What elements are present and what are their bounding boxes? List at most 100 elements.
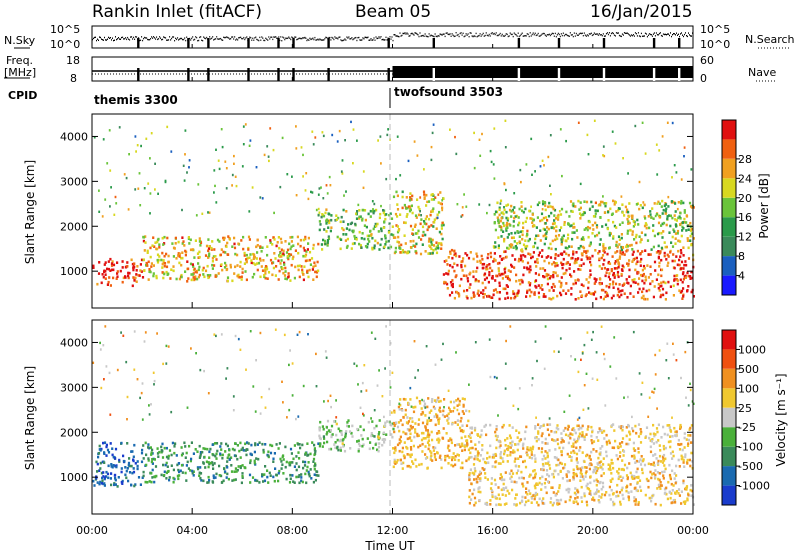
power-cell bbox=[580, 264, 583, 267]
power-cell bbox=[391, 225, 394, 228]
nsky-ytick-bottom: 10^0 bbox=[50, 38, 80, 51]
power-cell bbox=[610, 213, 614, 216]
nsky-point bbox=[455, 32, 457, 34]
velocity-cell bbox=[424, 453, 427, 456]
velocity-cell bbox=[499, 450, 503, 454]
power-cell bbox=[149, 270, 152, 274]
power-cell bbox=[674, 202, 677, 205]
power-cell bbox=[524, 239, 527, 242]
velocity-cell bbox=[674, 491, 677, 495]
nsky-point bbox=[178, 39, 180, 41]
velocity-cell bbox=[572, 445, 575, 448]
velocity-cell bbox=[585, 500, 588, 504]
nsky-point bbox=[348, 36, 350, 38]
power-cell bbox=[657, 273, 660, 277]
power-cell bbox=[621, 264, 624, 268]
velocity-cell bbox=[570, 456, 573, 459]
power-cell bbox=[236, 264, 239, 267]
velocity-cell bbox=[409, 432, 412, 436]
velocity-cell bbox=[429, 449, 432, 453]
velocity-cell bbox=[430, 400, 434, 404]
power-cell bbox=[311, 130, 314, 133]
power-cell bbox=[489, 296, 492, 299]
velocity-cell bbox=[165, 461, 168, 465]
velocity-cell bbox=[253, 450, 256, 454]
power-cell bbox=[547, 155, 550, 159]
power-cell bbox=[590, 292, 594, 296]
power-cell bbox=[109, 257, 112, 261]
power-cell bbox=[692, 295, 695, 298]
nsky-point bbox=[525, 35, 527, 37]
velocity-cell bbox=[297, 475, 300, 479]
power-cell bbox=[158, 243, 161, 246]
power-cell bbox=[560, 241, 563, 244]
power-cell bbox=[300, 146, 303, 149]
velocity-cell bbox=[639, 432, 642, 436]
velocity-cell bbox=[257, 457, 260, 461]
nsky-point bbox=[156, 36, 158, 38]
velocity-cell bbox=[682, 500, 685, 504]
velocity-cell bbox=[602, 472, 605, 475]
velocity-cell bbox=[494, 483, 497, 486]
power-cell bbox=[677, 201, 680, 204]
power-cell bbox=[147, 278, 150, 281]
power-cell bbox=[445, 259, 448, 262]
power-cell bbox=[188, 166, 190, 169]
velocity-cell bbox=[576, 439, 579, 443]
velocity-cell bbox=[346, 421, 349, 424]
freq-dense-block bbox=[392, 66, 693, 78]
power-cell bbox=[299, 238, 302, 242]
velocity-cell bbox=[528, 456, 531, 459]
velocity-cell bbox=[608, 441, 611, 445]
velocity-cell bbox=[204, 447, 207, 451]
power-cell bbox=[465, 274, 468, 278]
power-cell bbox=[150, 265, 153, 268]
velocity-cell bbox=[523, 437, 526, 441]
nsky-point bbox=[373, 37, 375, 39]
velocity-cell bbox=[473, 503, 476, 507]
velocity-cell bbox=[568, 455, 571, 458]
velocity-cell bbox=[548, 433, 551, 437]
nsky-point bbox=[586, 34, 588, 36]
velocity-cell bbox=[628, 438, 631, 441]
velocity-cell bbox=[563, 466, 566, 469]
power-cell bbox=[611, 255, 614, 258]
power-cell bbox=[526, 229, 529, 233]
power-cell bbox=[502, 230, 505, 233]
power-cell bbox=[107, 267, 111, 271]
power-cell bbox=[113, 213, 116, 216]
velocity-cell bbox=[317, 474, 320, 477]
velocity-cell bbox=[613, 502, 616, 506]
power-cell bbox=[600, 282, 603, 285]
power-cell bbox=[479, 261, 482, 265]
velocity-cell bbox=[371, 420, 374, 423]
velocity-cell bbox=[588, 492, 591, 495]
velocity-cell bbox=[180, 453, 184, 457]
nsky-point bbox=[302, 37, 304, 39]
velocity-cell bbox=[498, 497, 501, 501]
power-cell bbox=[147, 260, 150, 264]
velocity-cell bbox=[639, 441, 643, 444]
power-cell bbox=[371, 236, 374, 240]
power-cell bbox=[406, 206, 409, 210]
power-cell bbox=[130, 258, 133, 262]
power-cell bbox=[325, 208, 328, 211]
velocity-cell bbox=[600, 496, 603, 499]
velocity-cell bbox=[537, 432, 540, 435]
velocity-cell bbox=[621, 441, 624, 444]
power-cell bbox=[671, 245, 675, 248]
velocity-cell bbox=[609, 498, 612, 501]
power-cell bbox=[202, 273, 205, 276]
power-cell bbox=[354, 237, 357, 240]
freq-gap-bar bbox=[602, 68, 606, 81]
nsky-point bbox=[670, 32, 671, 34]
power-cell bbox=[438, 210, 441, 214]
nsky-point bbox=[141, 36, 143, 38]
power-cell bbox=[287, 257, 290, 261]
nsky-point bbox=[643, 35, 645, 37]
velocity-cell bbox=[93, 484, 96, 487]
velocity-cell bbox=[595, 436, 598, 439]
velocity-cell bbox=[499, 477, 502, 480]
velocity-cell bbox=[204, 466, 207, 469]
nsky-point bbox=[193, 39, 195, 41]
